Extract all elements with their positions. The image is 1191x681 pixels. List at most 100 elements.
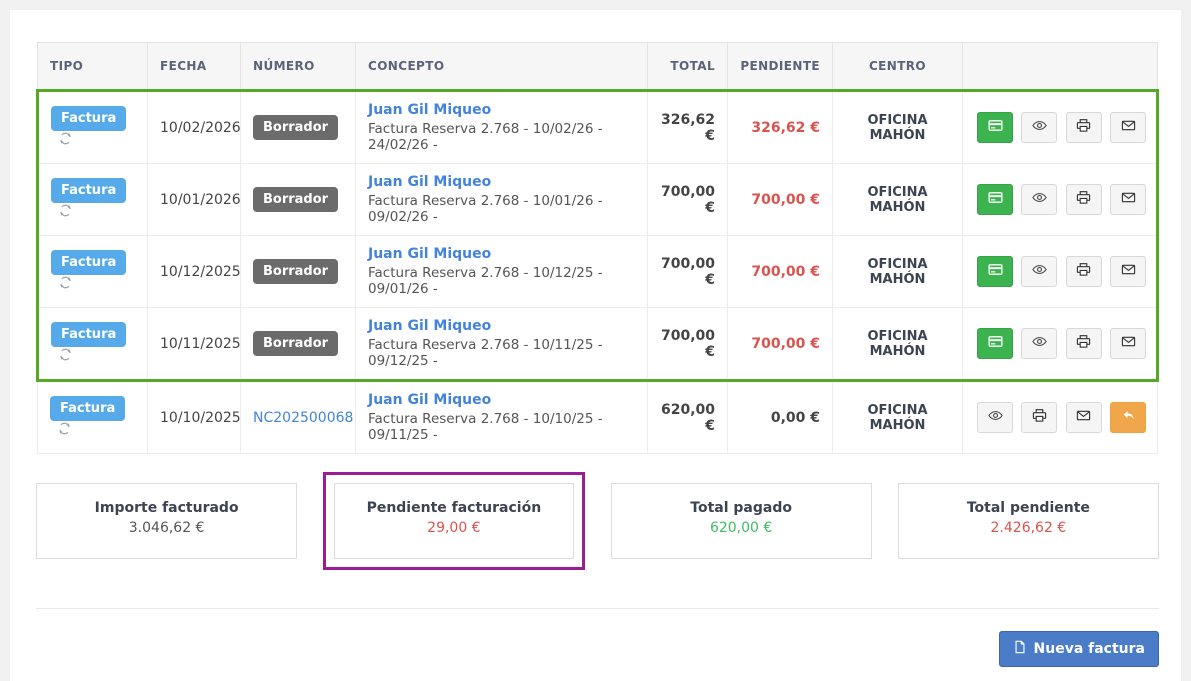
concept-cell: Juan Gil Miqueo Factura Reserva 2.768 - …	[355, 307, 648, 381]
email-button[interactable]	[1110, 256, 1147, 287]
summary-label: Importe facturado	[94, 500, 239, 516]
concept-description: Factura Reserva 2.768 - 10/10/25 - 09/11…	[368, 411, 603, 443]
view-button[interactable]	[977, 402, 1013, 433]
concept-cell: Juan Gil Miqueo Factura Reserva 2.768 - …	[355, 235, 648, 308]
table-header-row: TIPO FECHA NÚMERO CONCEPTO TOTAL PENDIEN…	[37, 42, 1158, 91]
column-header-fecha: FECHA	[147, 42, 241, 91]
table-row: Factura 10/01/2026 Borrador Juan Gil Miq…	[37, 163, 1158, 236]
actions-cell	[962, 90, 1158, 164]
credit-card-icon	[987, 118, 1003, 137]
tipo-cell: Factura	[37, 380, 148, 454]
client-link[interactable]: Juan Gil Miqueo	[368, 102, 492, 118]
print-button[interactable]	[1065, 184, 1102, 215]
column-header-pendiente: PENDIENTE	[727, 42, 833, 91]
envelope-icon	[1076, 408, 1091, 427]
date-cell: 10/11/2025	[147, 307, 241, 381]
eye-icon	[987, 408, 1003, 427]
pay-button[interactable]	[977, 184, 1013, 215]
table-row: Factura 10/11/2025 Borrador Juan Gil Miq…	[37, 307, 1158, 381]
pay-button[interactable]	[977, 328, 1013, 359]
print-button[interactable]	[1065, 112, 1102, 143]
eye-icon	[1032, 190, 1047, 209]
column-header-numero: NÚMERO	[240, 42, 356, 91]
sync-icon	[58, 276, 73, 294]
envelope-icon	[1121, 190, 1136, 209]
pending-cell: 700,00 €	[727, 235, 833, 308]
total-cell: 620,00 €	[647, 380, 728, 454]
print-button[interactable]	[1021, 402, 1058, 433]
printer-icon	[1032, 408, 1047, 427]
print-button[interactable]	[1065, 328, 1102, 359]
invoices-table: TIPO FECHA NÚMERO CONCEPTO TOTAL PENDIEN…	[36, 42, 1159, 454]
invoice-number-link[interactable]: NC202500068	[253, 409, 354, 426]
summary-label: Total pendiente	[966, 500, 1090, 516]
highlighted-summary-wrapper: Pendiente facturación 29,00 €	[323, 472, 585, 570]
pending-cell: 0,00 €	[727, 380, 833, 454]
email-button[interactable]	[1110, 328, 1147, 359]
invoice-type-badge: Factura	[51, 321, 127, 347]
concept-cell: Juan Gil Miqueo Factura Reserva 2.768 - …	[355, 90, 648, 164]
table-row: Factura 10/10/2025 NC202500068 Juan Gil …	[37, 380, 1158, 454]
tipo-cell: Factura	[37, 307, 148, 381]
summary-box-pendiente-facturacion: Pendiente facturación 29,00 €	[334, 483, 574, 559]
number-cell: Borrador	[240, 235, 356, 308]
document-icon	[1013, 640, 1027, 658]
column-header-total: TOTAL	[647, 42, 728, 91]
client-link[interactable]: Juan Gil Miqueo	[368, 318, 492, 334]
sync-icon	[58, 348, 73, 366]
center-cell: OFICINA MAHÓN	[832, 307, 963, 381]
column-header-tipo: TIPO	[37, 42, 148, 91]
total-cell: 700,00 €	[647, 307, 728, 381]
concept-cell: Juan Gil Miqueo Factura Reserva 2.768 - …	[355, 163, 648, 236]
summary-box-total-pendiente: Total pendiente 2.426,62 €	[897, 483, 1159, 559]
total-cell: 700,00 €	[647, 163, 728, 236]
view-button[interactable]	[1021, 184, 1058, 215]
tipo-cell: Factura	[37, 90, 148, 164]
sync-icon	[58, 132, 73, 150]
new-invoice-label: Nueva factura	[1033, 641, 1145, 657]
view-button[interactable]	[1021, 112, 1058, 143]
eye-icon	[1032, 118, 1047, 137]
pending-cell: 326,62 €	[727, 90, 833, 164]
client-link[interactable]: Juan Gil Miqueo	[368, 246, 492, 262]
issued-rows-group: Factura 10/10/2025 NC202500068 Juan Gil …	[37, 380, 1158, 454]
column-header-concepto: CONCEPTO	[355, 42, 648, 91]
number-cell: Borrador	[240, 163, 356, 236]
concept-description: Factura Reserva 2.768 - 10/12/25 - 09/01…	[368, 265, 603, 297]
date-cell: 10/12/2025	[147, 235, 241, 308]
actions-cell	[962, 163, 1158, 236]
concept-cell: Juan Gil Miqueo Factura Reserva 2.768 - …	[355, 380, 648, 454]
draft-status-badge: Borrador	[253, 331, 339, 356]
summary-row: Importe facturado 3.046,62 € Pendiente f…	[36, 472, 1159, 570]
column-header-centro: CENTRO	[832, 42, 963, 91]
tipo-cell: Factura	[37, 163, 148, 236]
email-button[interactable]	[1110, 184, 1147, 215]
printer-icon	[1076, 262, 1091, 281]
client-link[interactable]: Juan Gil Miqueo	[368, 392, 492, 408]
footer-divider	[36, 608, 1159, 609]
email-button[interactable]	[1110, 112, 1147, 143]
center-cell: OFICINA MAHÓN	[832, 235, 963, 308]
pending-cell: 700,00 €	[727, 163, 833, 236]
view-button[interactable]	[1021, 256, 1058, 287]
total-cell: 700,00 €	[647, 235, 728, 308]
view-button[interactable]	[1021, 328, 1058, 359]
client-link[interactable]: Juan Gil Miqueo	[368, 174, 492, 190]
sync-icon	[57, 422, 72, 440]
center-cell: OFICINA MAHÓN	[832, 90, 963, 164]
print-button[interactable]	[1065, 256, 1102, 287]
pay-button[interactable]	[977, 112, 1013, 143]
invoice-type-badge: Factura	[51, 249, 127, 275]
draft-status-badge: Borrador	[253, 259, 339, 284]
rectify-button[interactable]	[1110, 402, 1147, 433]
concept-description: Factura Reserva 2.768 - 10/02/26 - 24/02…	[368, 121, 603, 153]
summary-value: 2.426,62 €	[990, 520, 1067, 536]
summary-box-importe-facturado: Importe facturado 3.046,62 €	[36, 483, 298, 559]
email-button[interactable]	[1065, 402, 1102, 433]
draft-status-badge: Borrador	[253, 115, 339, 140]
credit-card-icon	[987, 334, 1003, 353]
summary-value: 3.046,62 €	[128, 520, 205, 536]
invoice-type-badge: Factura	[51, 177, 127, 203]
pay-button[interactable]	[977, 256, 1013, 287]
new-invoice-button[interactable]: Nueva factura	[998, 631, 1159, 667]
